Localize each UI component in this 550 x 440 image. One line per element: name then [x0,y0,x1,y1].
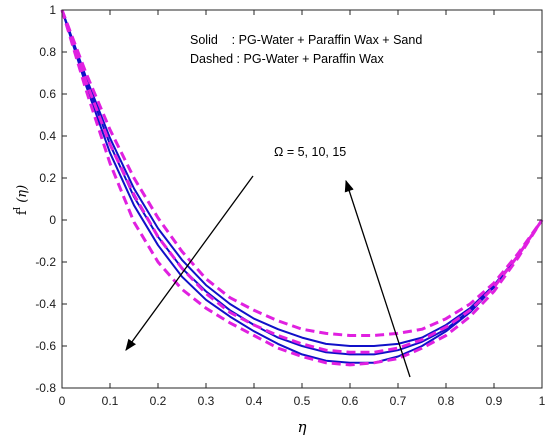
y-tick-label-3: -0.2 [35,255,56,269]
y-axis-label-base: f [15,209,30,215]
y-axis-label: fI (η) [13,185,30,215]
y-tick-label-2: -0.4 [35,297,56,311]
series-line-dashed-5 [60,9,544,367]
x-tick-label-1: 0.1 [102,394,119,408]
x-tick-label-4: 0.4 [246,394,263,408]
omega-arrow-down [125,175,254,351]
arrow-layer [125,175,411,378]
y-tick-label-7: 0.6 [39,87,56,101]
series-line-solid-2 [61,9,543,364]
legend-dashed-text: Dashed : PG-Water + Paraffin Wax [190,52,384,66]
x-axis-label: η [298,418,307,436]
x-tick-label-3: 0.3 [198,394,215,408]
x-tick-label-2: 0.2 [150,394,167,408]
y-axis-label-sup: I [13,206,23,210]
y-axis-label-arg: (η) [15,185,30,203]
y-tick-label-5: 0.2 [39,171,56,185]
omega-arrow-up [344,179,411,378]
series-line-dashed-3 [60,9,544,337]
x-tick-label-8: 0.8 [438,394,455,408]
y-tick-label-6: 0.4 [39,129,56,143]
y-axis-ticks: -0.8 -0.6 -0.4 -0.2 0 0.2 0.4 0.6 0.8 1 [35,3,542,395]
y-tick-label-9: 1 [49,3,56,17]
x-axis-ticks: 0 0.1 0.2 0.3 0.4 0.5 0.6 0.7 0.8 0.9 1 [59,10,546,408]
x-tick-label-7: 0.7 [390,394,407,408]
x-tick-label-10: 1 [539,394,546,408]
plot-area [62,10,542,388]
series-layer [60,9,544,367]
legend-solid-text: Solid : PG-Water + Paraffin Wax + Sand [190,33,422,47]
x-tick-label-9: 0.9 [486,394,503,408]
y-tick-label-8: 0.8 [39,45,56,59]
x-tick-label-5: 0.5 [294,394,311,408]
y-tick-label-0: -0.8 [35,381,56,395]
x-tick-label-0: 0 [59,394,66,408]
y-tick-label-4: 0 [49,213,56,227]
x-tick-label-6: 0.6 [342,394,359,408]
omega-annotation: Ω = 5, 10, 15 [274,145,346,159]
y-tick-label-1: -0.6 [35,339,56,353]
series-line-dashed-4 [60,9,544,354]
series-line-solid-0 [61,9,543,347]
